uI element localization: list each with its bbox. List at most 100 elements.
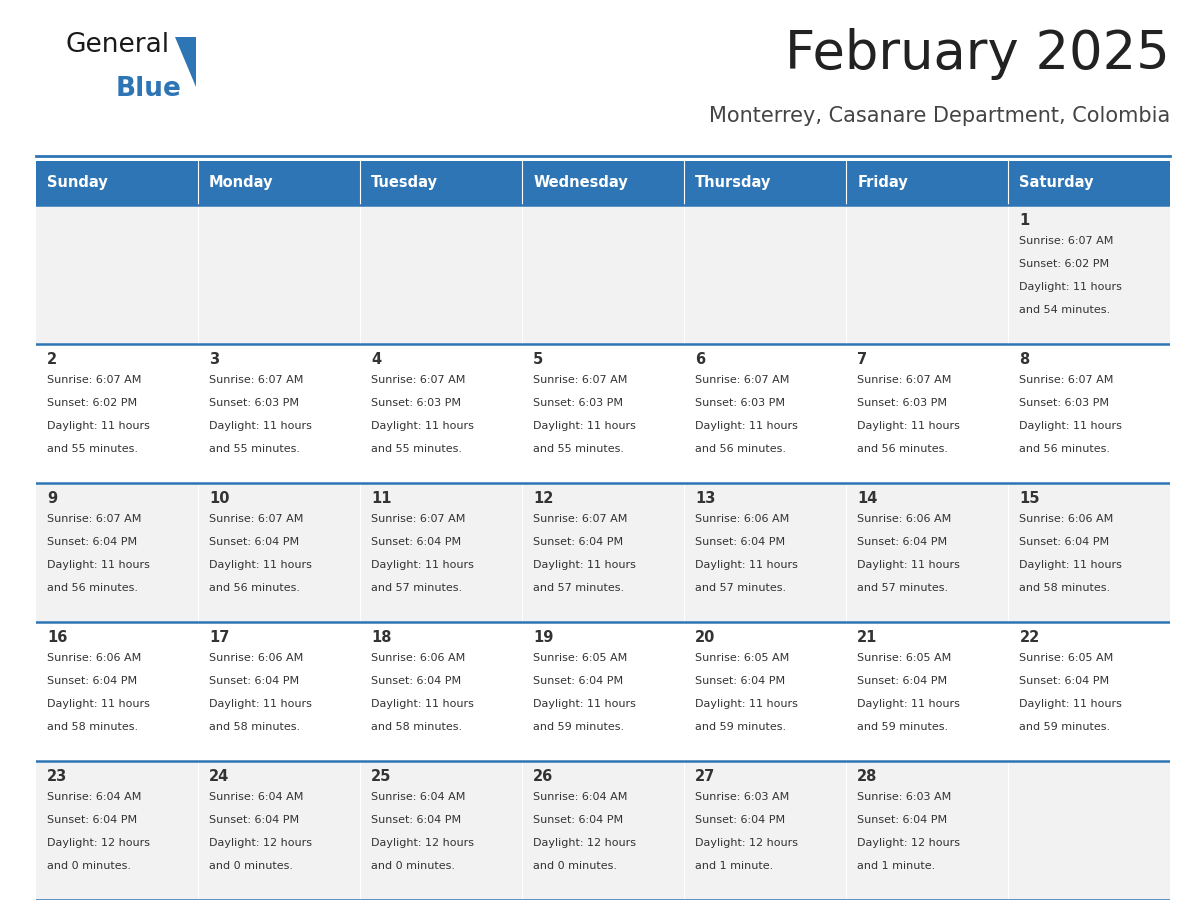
- Text: and 1 minute.: and 1 minute.: [858, 861, 936, 871]
- Text: Sunrise: 6:06 AM: Sunrise: 6:06 AM: [695, 514, 790, 524]
- Text: Sunset: 6:02 PM: Sunset: 6:02 PM: [1019, 259, 1110, 269]
- Text: Sunrise: 6:05 AM: Sunrise: 6:05 AM: [533, 653, 627, 663]
- Text: Sunset: 6:04 PM: Sunset: 6:04 PM: [533, 815, 624, 825]
- Text: Sunset: 6:04 PM: Sunset: 6:04 PM: [371, 537, 461, 547]
- Text: and 0 minutes.: and 0 minutes.: [48, 861, 131, 871]
- Text: Sunset: 6:04 PM: Sunset: 6:04 PM: [695, 537, 785, 547]
- Text: and 56 minutes.: and 56 minutes.: [1019, 444, 1111, 454]
- Text: 15: 15: [1019, 491, 1040, 506]
- Text: Daylight: 11 hours: Daylight: 11 hours: [695, 560, 798, 570]
- Bar: [197, 761, 360, 900]
- Text: and 58 minutes.: and 58 minutes.: [209, 722, 301, 732]
- Text: 9: 9: [48, 491, 57, 506]
- Text: February 2025: February 2025: [785, 28, 1170, 80]
- Text: 1: 1: [1019, 214, 1030, 229]
- Text: 8: 8: [1019, 353, 1030, 367]
- Text: Sunset: 6:04 PM: Sunset: 6:04 PM: [209, 815, 299, 825]
- Text: Sunset: 6:04 PM: Sunset: 6:04 PM: [209, 537, 299, 547]
- Text: and 59 minutes.: and 59 minutes.: [858, 722, 948, 732]
- Text: Daylight: 11 hours: Daylight: 11 hours: [48, 421, 150, 431]
- Bar: [360, 344, 522, 483]
- Text: and 0 minutes.: and 0 minutes.: [209, 861, 293, 871]
- Text: Daylight: 11 hours: Daylight: 11 hours: [695, 421, 798, 431]
- Text: Sunday: Sunday: [48, 175, 108, 190]
- Bar: [846, 761, 1009, 900]
- Bar: [684, 161, 846, 205]
- Bar: [522, 761, 684, 900]
- Text: Sunrise: 6:05 AM: Sunrise: 6:05 AM: [1019, 653, 1113, 663]
- Text: Daylight: 11 hours: Daylight: 11 hours: [371, 421, 474, 431]
- Bar: [360, 761, 522, 900]
- Text: Monday: Monday: [209, 175, 273, 190]
- Text: Sunset: 6:04 PM: Sunset: 6:04 PM: [371, 676, 461, 686]
- Text: Daylight: 11 hours: Daylight: 11 hours: [209, 699, 312, 709]
- Text: Daylight: 11 hours: Daylight: 11 hours: [209, 560, 312, 570]
- Bar: [1009, 761, 1170, 900]
- Text: Daylight: 11 hours: Daylight: 11 hours: [858, 560, 960, 570]
- Text: Wednesday: Wednesday: [533, 175, 628, 190]
- Text: Sunset: 6:04 PM: Sunset: 6:04 PM: [1019, 537, 1110, 547]
- Bar: [197, 483, 360, 621]
- Bar: [1009, 621, 1170, 761]
- Text: and 1 minute.: and 1 minute.: [695, 861, 773, 871]
- Text: Saturday: Saturday: [1019, 175, 1094, 190]
- Text: 20: 20: [695, 630, 715, 645]
- Text: and 55 minutes.: and 55 minutes.: [371, 444, 462, 454]
- Text: Sunrise: 6:04 AM: Sunrise: 6:04 AM: [48, 792, 141, 802]
- Text: and 58 minutes.: and 58 minutes.: [1019, 583, 1111, 593]
- Text: Friday: Friday: [858, 175, 908, 190]
- Text: Daylight: 11 hours: Daylight: 11 hours: [858, 421, 960, 431]
- Bar: [36, 483, 197, 621]
- Text: Sunset: 6:04 PM: Sunset: 6:04 PM: [858, 537, 948, 547]
- Bar: [846, 621, 1009, 761]
- Text: Sunset: 6:03 PM: Sunset: 6:03 PM: [209, 398, 299, 409]
- Bar: [846, 344, 1009, 483]
- Text: Sunrise: 6:07 AM: Sunrise: 6:07 AM: [209, 375, 303, 386]
- Bar: [36, 161, 197, 205]
- Text: and 56 minutes.: and 56 minutes.: [858, 444, 948, 454]
- Text: Sunrise: 6:03 AM: Sunrise: 6:03 AM: [695, 792, 790, 802]
- Text: 25: 25: [371, 769, 392, 784]
- Text: Sunset: 6:04 PM: Sunset: 6:04 PM: [533, 537, 624, 547]
- Text: Sunset: 6:04 PM: Sunset: 6:04 PM: [209, 676, 299, 686]
- Bar: [197, 621, 360, 761]
- Text: 13: 13: [695, 491, 715, 506]
- Bar: [197, 161, 360, 205]
- Bar: [522, 344, 684, 483]
- Text: Sunrise: 6:06 AM: Sunrise: 6:06 AM: [48, 653, 141, 663]
- Text: Sunrise: 6:06 AM: Sunrise: 6:06 AM: [858, 514, 952, 524]
- Bar: [1009, 344, 1170, 483]
- Text: and 55 minutes.: and 55 minutes.: [209, 444, 301, 454]
- Text: and 0 minutes.: and 0 minutes.: [371, 861, 455, 871]
- Text: Sunset: 6:03 PM: Sunset: 6:03 PM: [371, 398, 461, 409]
- Text: 10: 10: [209, 491, 229, 506]
- Text: Daylight: 12 hours: Daylight: 12 hours: [533, 838, 637, 848]
- Bar: [522, 161, 684, 205]
- Text: Sunrise: 6:06 AM: Sunrise: 6:06 AM: [209, 653, 303, 663]
- Text: Sunrise: 6:07 AM: Sunrise: 6:07 AM: [695, 375, 790, 386]
- Bar: [522, 621, 684, 761]
- Text: Blue: Blue: [115, 76, 181, 102]
- Text: 6: 6: [695, 353, 706, 367]
- Text: Daylight: 12 hours: Daylight: 12 hours: [209, 838, 312, 848]
- Text: 23: 23: [48, 769, 68, 784]
- Bar: [36, 761, 197, 900]
- Text: Sunset: 6:04 PM: Sunset: 6:04 PM: [695, 815, 785, 825]
- Text: 7: 7: [858, 353, 867, 367]
- Text: and 57 minutes.: and 57 minutes.: [858, 583, 948, 593]
- Text: Thursday: Thursday: [695, 175, 772, 190]
- Text: Sunrise: 6:03 AM: Sunrise: 6:03 AM: [858, 792, 952, 802]
- Text: 24: 24: [209, 769, 229, 784]
- Bar: [197, 205, 360, 344]
- Text: Daylight: 11 hours: Daylight: 11 hours: [1019, 282, 1123, 292]
- Text: and 59 minutes.: and 59 minutes.: [533, 722, 625, 732]
- Text: and 59 minutes.: and 59 minutes.: [1019, 722, 1111, 732]
- Text: 28: 28: [858, 769, 878, 784]
- Bar: [522, 483, 684, 621]
- Text: Sunset: 6:02 PM: Sunset: 6:02 PM: [48, 398, 137, 409]
- Bar: [36, 621, 197, 761]
- Text: Daylight: 11 hours: Daylight: 11 hours: [209, 421, 312, 431]
- Text: Sunrise: 6:07 AM: Sunrise: 6:07 AM: [48, 514, 141, 524]
- Text: Daylight: 11 hours: Daylight: 11 hours: [695, 699, 798, 709]
- Text: Daylight: 12 hours: Daylight: 12 hours: [371, 838, 474, 848]
